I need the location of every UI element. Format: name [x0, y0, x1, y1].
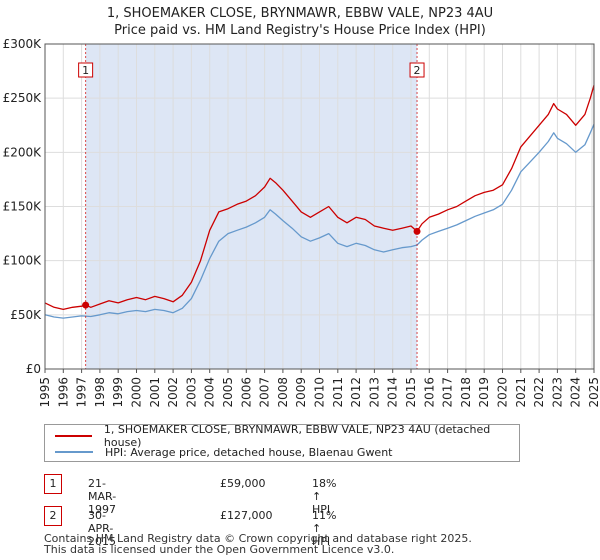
sale-point: [82, 301, 90, 309]
x-tick-label: 2003: [184, 377, 198, 408]
x-tick-label: 2024: [569, 377, 583, 408]
x-tick-label: 2015: [404, 377, 418, 408]
sale-marker-badge: [409, 62, 425, 78]
transaction-hpi-diff: 11% ↑ HPI: [312, 509, 337, 548]
transaction-date: 30-APR-2015: [88, 509, 116, 548]
sale-point: [413, 227, 421, 235]
x-tick-label: 2013: [367, 377, 381, 408]
transaction-price: £127,000: [220, 509, 273, 522]
sale-marker-label: 1: [82, 64, 89, 77]
hpi-line: [44, 123, 595, 319]
transaction-number-badge: 2: [44, 506, 62, 526]
sale-marker-badge: [78, 62, 94, 78]
x-tick-label: 2008: [276, 377, 290, 408]
x-tick-label: 2025: [587, 377, 600, 408]
x-tick-label: 2004: [203, 377, 217, 408]
x-tick-label: 1998: [93, 377, 107, 408]
y-tick-label: £0: [26, 362, 41, 376]
footer-copyright: Contains HM Land Registry data © Crown c…: [44, 532, 472, 545]
legend-swatch-property: [55, 435, 92, 437]
sale-marker-label: 2: [414, 64, 421, 77]
x-tick-label: 2021: [514, 377, 528, 408]
transaction-number-badge: 1: [44, 474, 62, 494]
x-tick-label: 2023: [550, 377, 564, 408]
legend-label-property: 1, SHOEMAKER CLOSE, BRYNMAWR, EBBW VALE,…: [103, 423, 491, 449]
transaction-price: £59,000: [220, 477, 266, 490]
y-tick-label: £50K: [10, 308, 42, 322]
x-tick-label: 2017: [441, 377, 455, 408]
x-tick-label: 2006: [239, 377, 253, 408]
y-tick-label: £200K: [3, 145, 43, 159]
x-tick-label: 2016: [422, 377, 436, 408]
x-tick-label: 1996: [56, 377, 70, 408]
legend-swatch-hpi: [55, 451, 93, 453]
x-tick-label: 1995: [38, 377, 52, 408]
transaction-date: 21-MAR-1997: [88, 477, 117, 516]
x-tick-label: 1997: [75, 377, 89, 408]
x-tick-label: 2020: [496, 377, 510, 408]
x-tick-label: 2005: [221, 377, 235, 408]
x-tick-label: 2014: [386, 377, 400, 408]
chart-subtitle: Price paid vs. HM Land Registry's House …: [114, 23, 486, 38]
y-tick-label: £300K: [3, 37, 43, 51]
x-tick-label: 2019: [477, 377, 491, 408]
chart-legend: 1, SHOEMAKER CLOSE, BRYNMAWR, EBBW VALE,…: [44, 423, 520, 462]
y-tick-label: £150K: [3, 200, 43, 214]
transaction-hpi-diff: 18% ↑ HPI: [312, 477, 337, 516]
y-tick-label: £100K: [3, 254, 43, 268]
x-tick-label: 2009: [294, 377, 308, 408]
x-tick-label: 2010: [313, 377, 327, 408]
x-tick-label: 2000: [130, 377, 144, 408]
legend-item-property: 1, SHOEMAKER CLOSE, BRYNMAWR, EBBW VALE,…: [55, 423, 519, 449]
x-tick-label: 2002: [166, 377, 180, 408]
x-tick-label: 2012: [349, 377, 363, 408]
y-tick-label: £250K: [3, 91, 43, 105]
x-tick-label: 2011: [331, 377, 345, 408]
x-tick-label: 2022: [532, 377, 546, 408]
x-tick-label: 2001: [148, 377, 162, 408]
price-chart: 1 2 £0 £50K £100K £150K £200K £250K £300K 1995 19…: [3, 37, 600, 408]
legend-item-hpi: HPI: Average price, detached house, Blae…: [55, 444, 393, 460]
footer-licence: This data is licensed under the Open Gov…: [44, 543, 395, 556]
plot-frame: [44, 43, 595, 370]
chart-title: 1, SHOEMAKER CLOSE, BRYNMAWR, EBBW VALE,…: [106, 6, 494, 21]
x-tick-label: 1999: [111, 377, 125, 408]
x-tick-label: 2007: [258, 377, 272, 408]
x-tick-label: 2018: [459, 377, 473, 408]
legend-label-hpi: HPI: Average price, detached house, Blae…: [105, 445, 393, 459]
property-price-line: [44, 85, 595, 311]
